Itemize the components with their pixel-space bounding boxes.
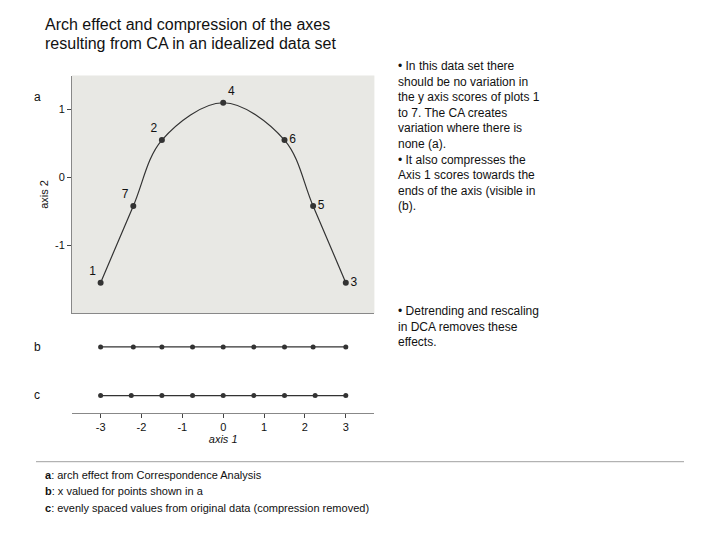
svg-text:0: 0: [220, 421, 226, 433]
svg-text:b: b: [34, 340, 41, 354]
svg-text:-3: -3: [96, 421, 106, 433]
svg-text:Arch effect and compression of: Arch effect and compression of the axes: [45, 16, 330, 33]
svg-text:c: c: [34, 388, 40, 402]
svg-text:5: 5: [318, 198, 325, 212]
svg-text:4: 4: [228, 84, 235, 98]
svg-text:• Detrending and rescalingin D: • Detrending and rescalingin DCA removes…: [398, 304, 539, 349]
svg-text:1: 1: [89, 264, 96, 278]
svg-text:axis 2: axis 2: [38, 180, 50, 209]
svg-text:0: 0: [59, 171, 65, 183]
svg-text:6: 6: [289, 132, 296, 146]
svg-text:-2: -2: [137, 421, 147, 433]
svg-text:a: arch effect from Correspond: a: arch effect from Correspondence Analy…: [45, 469, 262, 481]
svg-text:resulting from CA in an ideali: resulting from CA in an idealized data s…: [45, 35, 336, 52]
svg-text:c: evenly spaced values from o: c: evenly spaced values from original da…: [45, 502, 369, 514]
svg-text:7: 7: [122, 187, 129, 201]
svg-text:1: 1: [261, 421, 267, 433]
svg-text:-1: -1: [177, 421, 187, 433]
svg-text:axis 1: axis 1: [209, 433, 238, 445]
svg-text:2: 2: [302, 421, 308, 433]
svg-text:3: 3: [351, 275, 358, 289]
svg-text:-1: -1: [55, 239, 65, 251]
svg-text:2: 2: [150, 121, 157, 135]
svg-text:3: 3: [343, 421, 349, 433]
svg-text:b: x valued for points shown i: b: x valued for points shown in a: [45, 485, 204, 497]
svg-text:1: 1: [59, 103, 65, 115]
svg-text:a: a: [34, 90, 41, 104]
svg-text:• In this data set thereshould: • In this data set thereshould be no var…: [398, 59, 540, 213]
